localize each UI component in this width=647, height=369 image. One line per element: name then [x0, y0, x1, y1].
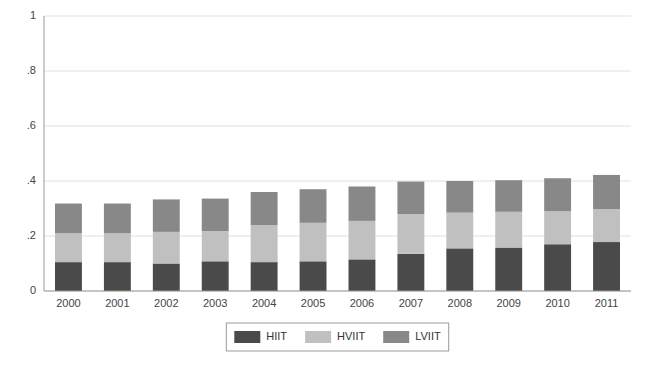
y-axis: 0 .2 .4 .6 .8 1 — [27, 9, 36, 296]
legend-swatch — [234, 331, 260, 343]
bar — [55, 233, 82, 262]
series — [55, 209, 620, 263]
bars — [55, 175, 620, 291]
x-tick-label: 2005 — [301, 297, 325, 309]
grid-line — [44, 181, 631, 182]
bar — [202, 261, 229, 291]
chart: 0.2.4.6.81200020012002200320042005200620… — [0, 0, 647, 369]
bar — [55, 204, 82, 234]
bar — [544, 178, 571, 211]
legend-item: LVIIT — [383, 330, 441, 343]
x-tick-label: 2011 — [595, 297, 619, 309]
bar — [349, 187, 376, 221]
y-tick-label: 0 — [30, 284, 36, 296]
bar — [251, 192, 278, 225]
x-tick-label: 2001 — [105, 297, 129, 309]
legend-swatch — [383, 331, 409, 343]
y-tick-label: .6 — [27, 119, 36, 131]
bar — [397, 254, 424, 291]
legend-item: HIIT — [234, 330, 287, 343]
series — [55, 242, 620, 291]
x-tick-label: 2008 — [448, 297, 472, 309]
y-tick-label: .2 — [27, 229, 36, 241]
grid-line — [44, 71, 631, 72]
bar — [593, 209, 620, 242]
bar — [544, 244, 571, 291]
y-axis-line — [44, 16, 45, 291]
chart-container: 0.2.4.6.81200020012002200320042005200620… — [0, 0, 647, 369]
bar — [446, 213, 473, 249]
bar — [202, 231, 229, 261]
bar — [55, 262, 82, 291]
x-tick-label: 2004 — [252, 297, 276, 309]
x-tick-label: 2006 — [350, 297, 374, 309]
grid-line — [44, 236, 631, 237]
bar — [446, 248, 473, 291]
legend-item: HVIIT — [305, 330, 365, 343]
x-tick-label: 2007 — [399, 297, 423, 309]
bar — [397, 214, 424, 254]
legend-label: HVIIT — [337, 330, 365, 342]
legend: HIIT HVIIT LVIIT — [226, 323, 448, 351]
x-axis-line — [44, 291, 631, 292]
bar — [202, 199, 229, 231]
y-tick-label: .4 — [27, 174, 36, 186]
bar — [153, 199, 180, 231]
bar — [104, 262, 131, 291]
y-tick-label: .8 — [27, 64, 36, 76]
legend-label: HIIT — [266, 330, 287, 342]
legend-label: LVIIT — [415, 330, 441, 342]
legend-frame — [226, 323, 448, 351]
bar — [495, 248, 522, 291]
x-axis: 2000 2001 2002 2003 2004 2005 2006 2007 2008 2009… — [56, 297, 618, 309]
bar — [349, 259, 376, 291]
bar — [251, 262, 278, 291]
x-tick-label: 2009 — [496, 297, 520, 309]
bar — [153, 264, 180, 292]
bar — [251, 225, 278, 262]
bar — [104, 204, 131, 234]
bar — [446, 181, 473, 213]
bar — [153, 232, 180, 264]
y-tick-label: 1 — [30, 9, 36, 21]
bar — [593, 175, 620, 209]
bar — [300, 223, 327, 261]
series — [55, 175, 620, 233]
grid-line — [44, 16, 631, 17]
bar — [104, 233, 131, 262]
bar — [349, 221, 376, 260]
bar — [495, 212, 522, 248]
x-tick-label: 2000 — [56, 297, 80, 309]
bar — [300, 189, 327, 223]
grid-line — [44, 291, 631, 292]
grid-line — [44, 126, 631, 127]
legend-swatch — [305, 331, 331, 343]
bar — [397, 182, 424, 214]
grid — [44, 16, 631, 291]
x-tick-label: 2003 — [203, 297, 227, 309]
bar — [593, 242, 620, 291]
x-tick-label: 2010 — [545, 297, 569, 309]
bar — [495, 180, 522, 212]
bar — [300, 261, 327, 291]
x-tick-label: 2002 — [154, 297, 178, 309]
bar — [544, 211, 571, 244]
